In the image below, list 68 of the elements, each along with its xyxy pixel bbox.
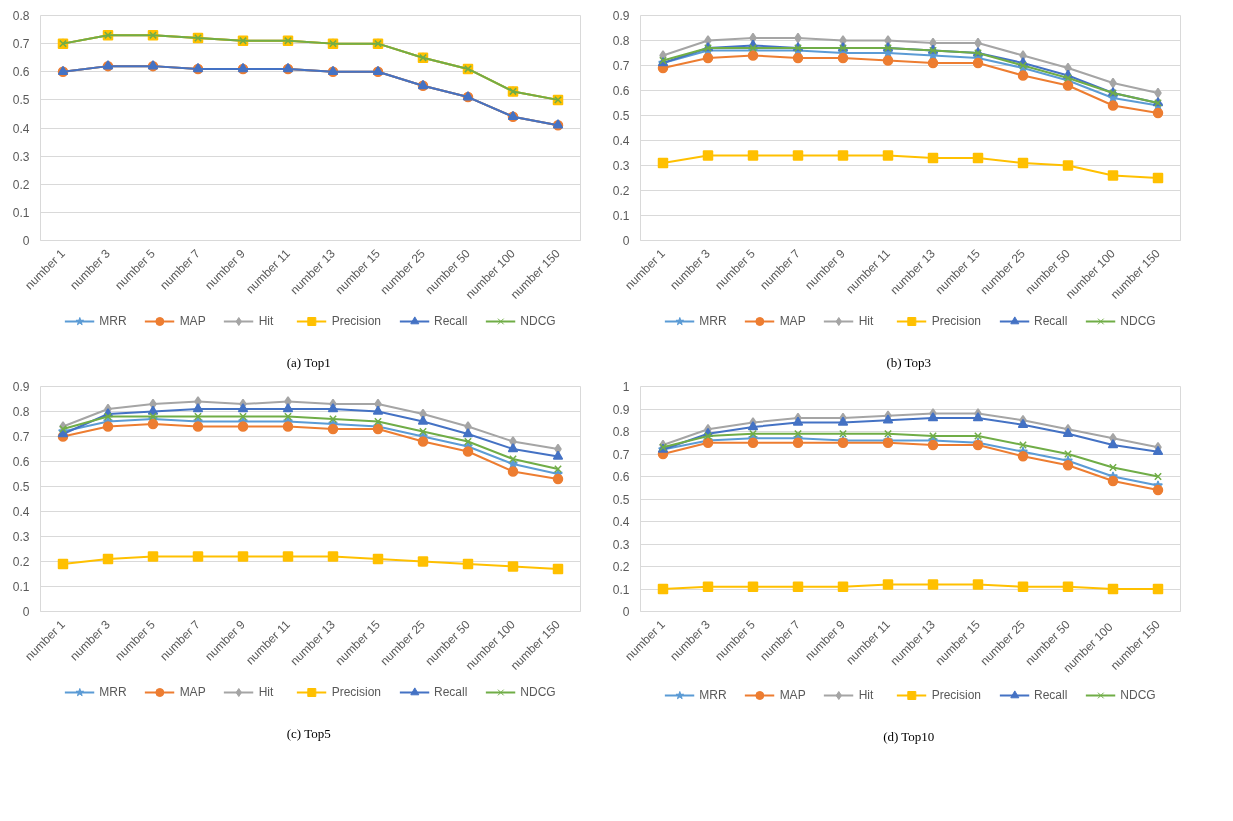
y-tick-label: 0.8 [12, 405, 30, 419]
legend-label: Precision [331, 685, 381, 699]
y-tick-label: 0.5 [612, 109, 630, 123]
legend-label: MAP [779, 314, 806, 328]
y-tick-label: 0.4 [12, 121, 30, 136]
y-tick-label: 0.4 [612, 515, 630, 529]
legend-label: MRR [99, 685, 127, 699]
y-tick-label: 0.5 [612, 492, 630, 507]
legend-label: Hit [858, 688, 875, 702]
legend-label: MRR [699, 314, 727, 328]
y-tick-label: 0.4 [12, 505, 30, 519]
y-tick-label: 1 [622, 380, 630, 394]
text: (b) Top3 [886, 354, 932, 370]
legend-label: Hit [258, 685, 275, 699]
legend-label: MAP [179, 314, 206, 328]
legend-label: NDCG [1120, 688, 1156, 702]
y-tick-label: 0.8 [612, 425, 630, 439]
y-tick-label: 0.3 [12, 149, 30, 164]
legend-label: NDCG [1120, 314, 1156, 328]
y-tick-label: 0 [622, 234, 630, 248]
y-tick-label: 0.1 [612, 209, 630, 223]
y-tick-label: 0.3 [12, 530, 30, 544]
y-tick-label: 0.3 [612, 159, 630, 173]
y-tick-label: 0.2 [612, 560, 630, 574]
legend-label: MRR [699, 688, 727, 702]
y-tick-label: 0.6 [612, 470, 630, 484]
legend-label: Precision [331, 314, 381, 328]
text: (d) Top10 [883, 728, 935, 744]
y-tick-label: 0.2 [12, 555, 30, 569]
y-tick-label: 0.9 [612, 9, 630, 23]
legend-label: MAP [179, 685, 206, 699]
y-tick-label: 0 [622, 605, 630, 619]
y-tick-label: 0.6 [12, 455, 30, 469]
legend-label: Precision [931, 314, 981, 328]
y-tick-label: 0.8 [612, 34, 630, 48]
legend-label: MAP [779, 688, 806, 702]
y-tick-label: 0.7 [612, 59, 630, 73]
legend-label: MRR [99, 314, 127, 328]
y-tick-label: 0.2 [612, 184, 630, 198]
y-tick-label: 0 [22, 605, 30, 619]
text: (c) Top5 [286, 725, 331, 741]
legend-label: Recall [1034, 314, 1068, 328]
y-tick-label: 0.7 [612, 447, 630, 462]
legend-label: Recall [1034, 688, 1068, 702]
y-tick-label: 0.9 [12, 380, 30, 394]
y-tick-label: 0.5 [12, 480, 30, 494]
text: (a) Top1 [286, 354, 331, 370]
y-tick-label: 0.6 [12, 65, 30, 80]
legend-label: Precision [931, 688, 981, 702]
legend-label: NDCG [520, 685, 556, 699]
y-tick-label: 0.8 [12, 9, 30, 23]
y-tick-label: 0.1 [612, 582, 630, 597]
y-tick-label: 0.7 [12, 430, 30, 444]
y-tick-label: 0.9 [612, 402, 630, 417]
legend-label: Recall [434, 685, 468, 699]
y-tick-label: 0.6 [612, 84, 630, 98]
y-tick-label: 0 [22, 234, 30, 248]
y-tick-label: 0.3 [612, 537, 630, 552]
y-tick-label: 0.4 [612, 134, 630, 148]
y-tick-label: 0.7 [12, 37, 30, 52]
y-tick-label: 0.1 [12, 580, 30, 594]
legend-label: Hit [858, 314, 875, 328]
y-tick-label: 0.5 [12, 93, 30, 108]
y-tick-label: 0.1 [12, 205, 30, 220]
legend-label: NDCG [520, 314, 556, 328]
y-tick-label: 0.2 [12, 177, 30, 192]
legend-label: Hit [258, 314, 275, 328]
legend-label: Recall [434, 314, 468, 328]
